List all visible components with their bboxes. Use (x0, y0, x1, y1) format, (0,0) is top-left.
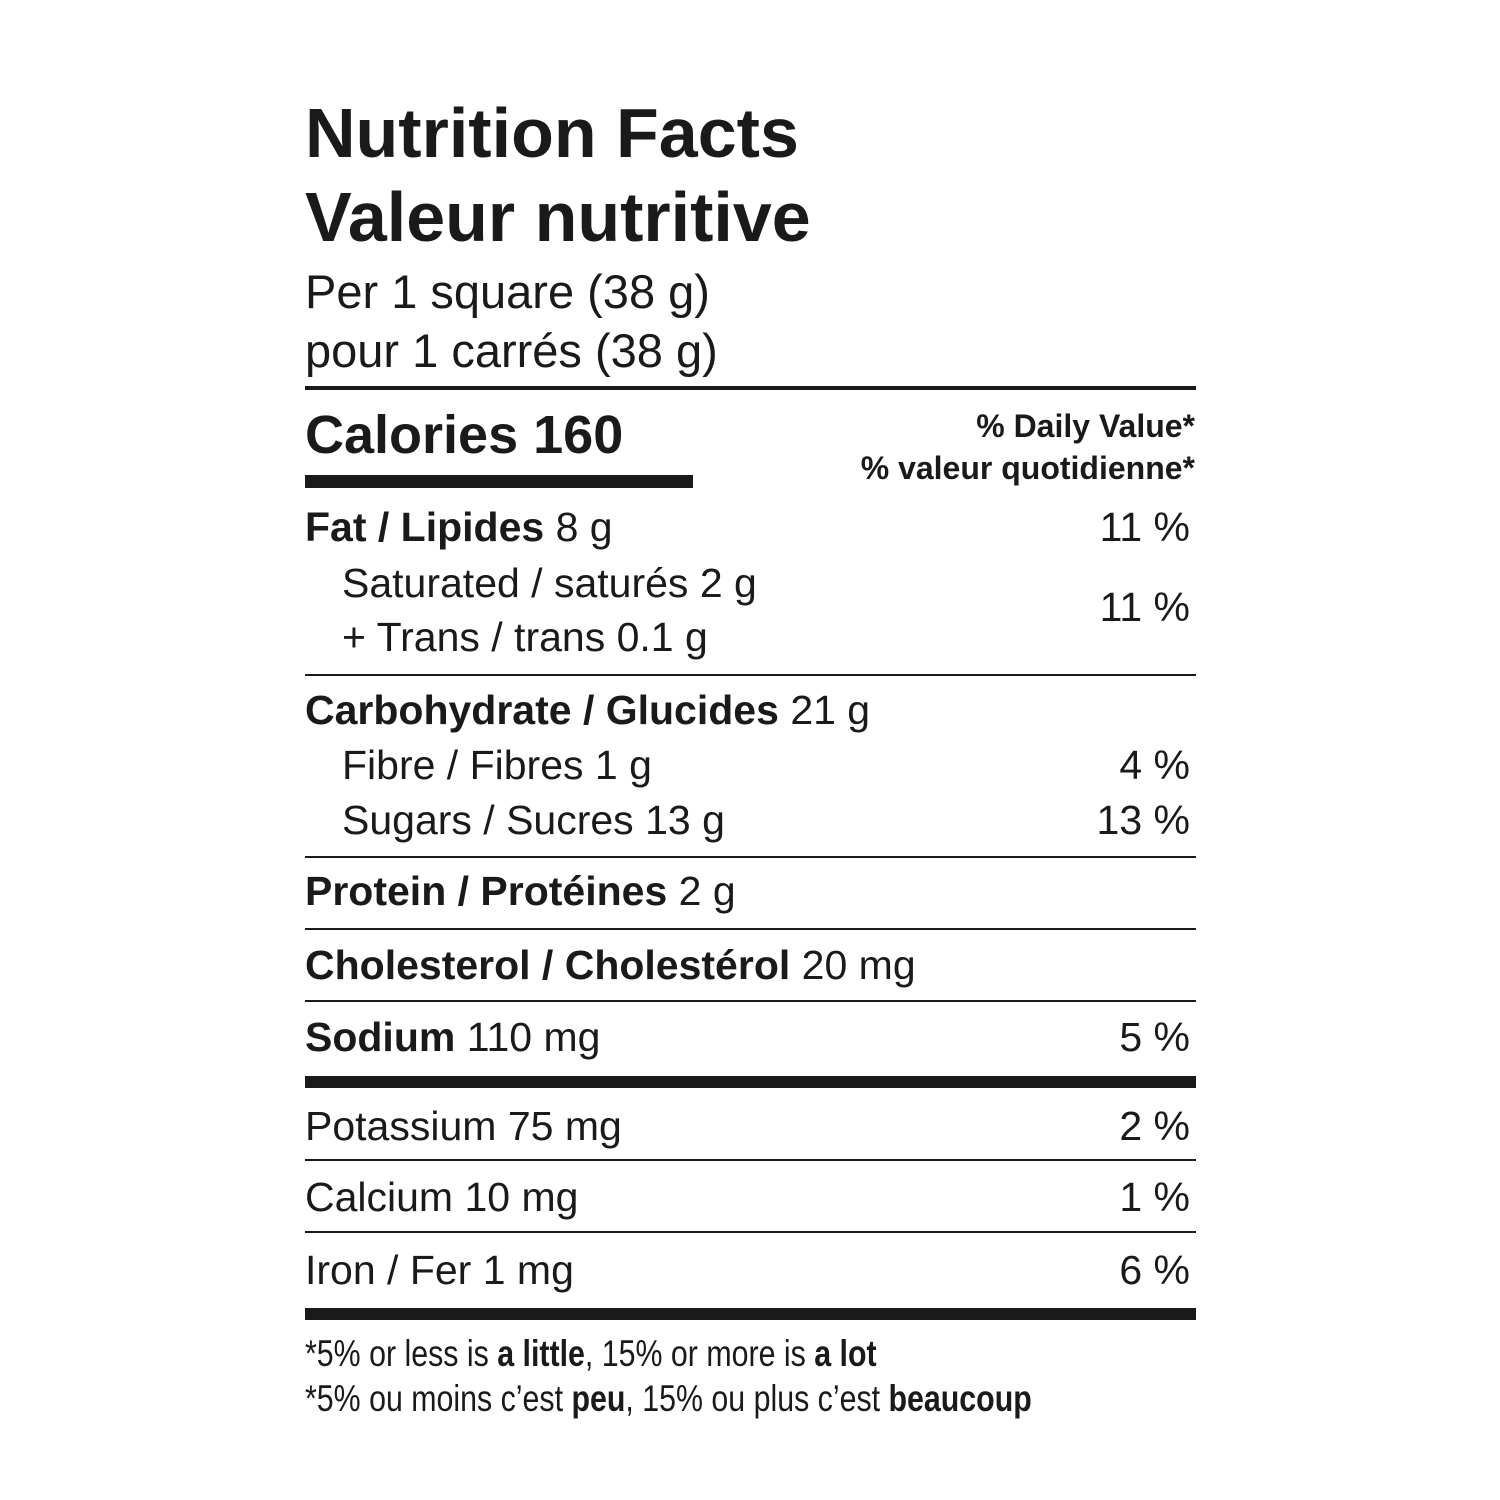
title-en: Nutrition Facts (305, 94, 799, 172)
iron-dv: 6 % (1119, 1247, 1190, 1293)
fibre-label: Fibre / Fibres (342, 742, 584, 788)
potassium-dv: 2 % (1119, 1103, 1190, 1149)
sodium-label: Sodium (305, 1014, 456, 1060)
carbohydrate-label: Carbohydrate / Glucides (305, 687, 779, 733)
carbohydrate-amount: 21 g (790, 687, 871, 733)
footnote-fr: *5% ou moins c’est peu, 15% ou plus c’es… (305, 1380, 1032, 1417)
sodium-dv: 5 % (1119, 1014, 1190, 1060)
fat-label: Fat / Lipides (305, 504, 545, 550)
saturated-label: Saturated / saturés (342, 560, 689, 606)
calories: Calories 160 (305, 408, 623, 462)
calcium-label: Calcium (305, 1174, 454, 1220)
sugars-amount: 13 g (645, 797, 725, 843)
divider (305, 928, 1196, 930)
potassium-label: Potassium (305, 1103, 497, 1149)
footnote-en-little: a little (497, 1333, 585, 1374)
footnote-fr-text2: , 15% ou plus c’est (625, 1378, 889, 1419)
footnote-fr-text: *5% ou moins c’est (305, 1378, 572, 1419)
footnote-fr-beaucoup: beaucoup (888, 1378, 1032, 1419)
cholesterol-amount: 20 mg (801, 942, 916, 988)
dv-header-en: % Daily Value* (976, 408, 1195, 444)
divider (305, 1000, 1196, 1002)
dv-header-fr: % valeur quotidienne* (860, 450, 1195, 486)
sugars-label: Sugars / Sucres (342, 797, 634, 843)
protein-amount: 2 g (678, 868, 736, 914)
footnote-en-text2: , 15% or more is (584, 1333, 815, 1374)
title-fr: Valeur nutritive (305, 178, 811, 256)
footnote-fr-peu: peu (571, 1378, 626, 1419)
thick-divider (305, 1308, 1196, 1320)
trans-amount: 0.1 g (616, 614, 708, 660)
iron-label: Iron / Fer (305, 1247, 472, 1293)
sugars-dv: 13 % (1096, 797, 1190, 843)
serving-en: Per 1 square (38 g) (305, 265, 710, 318)
fat-dv: 11 % (1099, 504, 1190, 550)
fibre-dv: 4 % (1119, 742, 1190, 788)
sodium-amount: 110 mg (466, 1014, 601, 1060)
sat-trans-dv: 11 % (1099, 584, 1190, 630)
potassium-amount: 75 mg (507, 1103, 622, 1149)
trans-label: + Trans / trans (342, 614, 606, 660)
divider (305, 856, 1196, 858)
footnote-en: *5% or less is a little, 15% or more is … (305, 1335, 877, 1372)
divider (305, 1231, 1196, 1233)
saturated-amount: 2 g (699, 560, 757, 606)
thick-divider (305, 1076, 1196, 1088)
footnote-en-text: *5% or less is (305, 1333, 498, 1374)
calcium-dv: 1 % (1119, 1174, 1190, 1220)
fibre-amount: 1 g (594, 742, 652, 788)
protein-label: Protein / Protéines (305, 868, 668, 914)
cholesterol-label: Cholesterol / Cholestérol (305, 942, 791, 988)
footnote-en-lot: a lot (814, 1333, 877, 1374)
calories-bar (305, 475, 693, 488)
fat-amount: 8 g (555, 504, 613, 550)
calories-label: Calories (305, 405, 519, 465)
divider (305, 386, 1196, 390)
calories-value: 160 (533, 405, 624, 465)
serving-fr: pour 1 carrés (38 g) (305, 324, 718, 377)
iron-amount: 1 mg (482, 1247, 574, 1293)
divider (305, 1159, 1196, 1161)
calcium-amount: 10 mg (464, 1174, 579, 1220)
divider (305, 674, 1196, 676)
